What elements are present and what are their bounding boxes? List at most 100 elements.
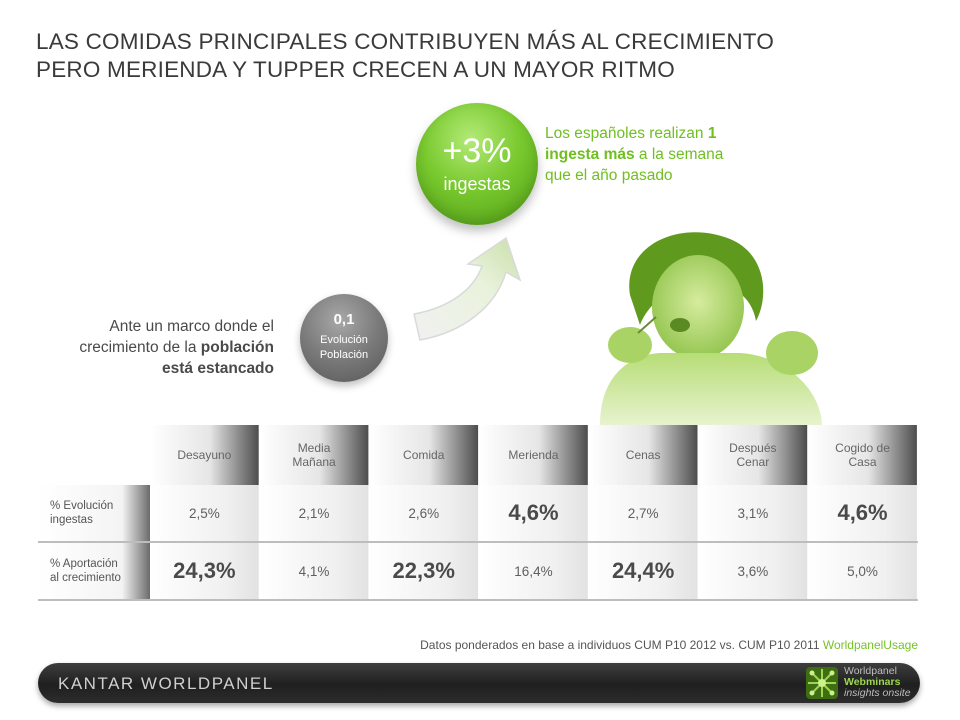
ingestas-label: ingestas bbox=[443, 174, 511, 194]
column-header-text: Comida bbox=[403, 448, 444, 462]
row-label-text: % Aportación al crecimiento bbox=[50, 557, 121, 585]
left-note-line-1: Ante un marco donde el bbox=[109, 318, 274, 335]
footer-bar: KANTAR WORLDPANEL Worldpanel Webminars i… bbox=[38, 663, 920, 703]
column-header-text: Desayuno bbox=[177, 448, 231, 462]
poblacion-bubble: 0,1 Evolución Población bbox=[300, 294, 388, 382]
value-cell-bg bbox=[698, 543, 808, 599]
header-cell-bg bbox=[588, 425, 698, 485]
left-note-line-3: está estancado bbox=[162, 360, 274, 377]
row-label-bg bbox=[38, 485, 150, 541]
row-label: % Aportación al crecimiento bbox=[38, 543, 150, 599]
note-text-3: que el año pasado bbox=[545, 167, 673, 184]
left-note-line-2a: crecimiento de la bbox=[79, 339, 201, 356]
row-label-line-1: % Aportación bbox=[50, 558, 118, 570]
value-cell-bg bbox=[369, 543, 479, 599]
table-cell-value: 2,1% bbox=[298, 505, 330, 521]
poblacion-label-2: Población bbox=[319, 349, 369, 361]
column-header-line-1: Media bbox=[297, 441, 331, 455]
network-logo-icon bbox=[806, 667, 838, 699]
source-footnote: Datos ponderados en base a individuos CU… bbox=[420, 638, 918, 652]
value-cell-bg bbox=[588, 485, 698, 541]
column-header-line-1: Después bbox=[729, 441, 777, 455]
poblacion-value: 0,1 bbox=[333, 311, 355, 328]
page-title-line-1: LAS COMIDAS PRINCIPALES CONTRIBUYEN MÁS … bbox=[36, 29, 775, 54]
poblacion-label-1: Evolución bbox=[320, 334, 368, 346]
badge-line-2: Webminars bbox=[844, 676, 901, 688]
footnote-text: Datos ponderados en base a individuos CU… bbox=[420, 638, 823, 652]
up-arrow-icon bbox=[413, 236, 522, 341]
column-header: Media Mañana bbox=[260, 425, 369, 485]
row-label-line-2: al crecimiento bbox=[50, 572, 121, 584]
note-text-2: a la semana bbox=[634, 146, 724, 163]
value-cell-bg bbox=[150, 543, 259, 599]
column-header-line-1: Comida bbox=[403, 448, 445, 462]
page-title-line-2: PERO MERIENDA Y TUPPER CRECEN A UN MAYOR… bbox=[36, 57, 675, 82]
column-header-line-2: Cenar bbox=[736, 455, 770, 469]
value-cell-bg bbox=[259, 543, 369, 599]
column-header: Cogido de Casa bbox=[808, 425, 917, 485]
column-header-text: Cogido de Casa bbox=[835, 441, 890, 469]
value-cell-bg bbox=[698, 485, 808, 541]
column-header-line-2: Casa bbox=[848, 455, 877, 469]
table-cell-value: 2,6% bbox=[408, 505, 440, 521]
footnote-brand: WorldpanelUsage bbox=[822, 638, 918, 652]
row-label-bg bbox=[38, 543, 150, 599]
column-header-text: Cenas bbox=[626, 448, 661, 462]
header-cell-bg bbox=[259, 425, 369, 485]
column-header-line-1: Cenas bbox=[625, 448, 661, 462]
column-header-line-1: Cogido de bbox=[835, 441, 890, 455]
table-cell-value: 24,4% bbox=[611, 558, 675, 583]
table-cell-value: 16,4% bbox=[514, 563, 553, 579]
column-header-line-2: Mañana bbox=[292, 455, 336, 469]
column-header-text: Merienda bbox=[508, 448, 558, 462]
note-bold-1: 1 bbox=[707, 125, 717, 142]
row-divider bbox=[38, 541, 918, 543]
value-cell-bg bbox=[588, 543, 698, 599]
table-background bbox=[38, 425, 918, 601]
column-header: Desayuno bbox=[150, 425, 259, 485]
row-label-line-1: % Evolución bbox=[50, 500, 114, 512]
header-cell-bg bbox=[808, 425, 917, 485]
header-cell-bg bbox=[479, 425, 588, 485]
table-cell-value: 4,6% bbox=[837, 500, 888, 525]
row-label: % Evolución ingestas bbox=[38, 485, 150, 541]
note-bold-2: ingesta más bbox=[545, 146, 635, 163]
value-cell-bg bbox=[808, 543, 917, 599]
table-cell-value: 22,3% bbox=[392, 558, 455, 583]
table-cell-value: 24,3% bbox=[173, 558, 236, 583]
row-label-text: % Evolución ingestas bbox=[50, 499, 113, 527]
poblacion-note: Ante un marco donde el crecimiento de la… bbox=[30, 316, 274, 379]
value-cell-bg bbox=[808, 485, 917, 541]
value-cell-bg bbox=[479, 485, 588, 541]
note-text-1: Los españoles realizan bbox=[545, 125, 708, 142]
column-header: Cenas bbox=[589, 425, 698, 485]
table-cell-value: 4,6% bbox=[508, 500, 559, 525]
column-header-line-1: Desayuno bbox=[177, 448, 232, 462]
column-header-text: Después Cenar bbox=[729, 441, 776, 469]
left-note-line-2b: población bbox=[200, 339, 274, 356]
kantar-logo: KANTAR WORLDPANEL bbox=[58, 674, 274, 693]
row-divider bbox=[38, 599, 918, 601]
value-cell-bg bbox=[150, 485, 259, 541]
header-cell-bg bbox=[698, 425, 808, 485]
column-header-line-1: Merienda bbox=[508, 448, 559, 462]
badge-line-1: Worldpanel bbox=[844, 665, 897, 677]
column-header: Después Cenar bbox=[699, 425, 808, 485]
worldpanel-badge: Worldpanel Webminars insights onsite bbox=[844, 666, 911, 699]
column-header: Merienda bbox=[479, 425, 588, 485]
table-cell-value: 2,7% bbox=[627, 505, 659, 521]
table-cell-value: 3,1% bbox=[737, 505, 769, 521]
table-cell-value: 2,5% bbox=[188, 505, 220, 521]
header-cell-bg bbox=[369, 425, 479, 485]
column-header-text: Media Mañana bbox=[292, 441, 335, 469]
ingestas-bubble: +3% ingestas bbox=[416, 103, 538, 225]
row-label-line-2: ingestas bbox=[50, 514, 93, 526]
page-title: LAS COMIDAS PRINCIPALES CONTRIBUYEN MÁS … bbox=[36, 28, 916, 84]
table-cell-value: 4,1% bbox=[298, 563, 330, 579]
column-header: Comida bbox=[369, 425, 478, 485]
table-cell-value: 3,6% bbox=[737, 563, 769, 579]
header-cell-bg bbox=[150, 425, 259, 485]
woman-eating-illustration bbox=[600, 232, 822, 425]
value-cell-bg bbox=[369, 485, 479, 541]
badge-line-3: insights onsite bbox=[844, 687, 911, 699]
